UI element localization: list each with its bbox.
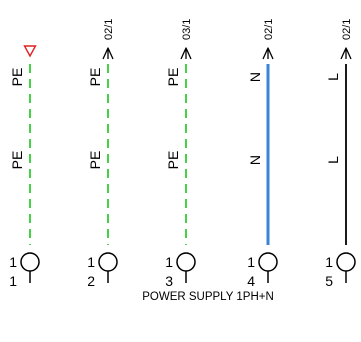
terminal-number-lower: 1 <box>9 273 17 289</box>
cross-reference-arrow-icon <box>262 47 274 60</box>
terminal-circle-icon <box>98 252 118 272</box>
connection-marker-icon <box>23 45 37 58</box>
cross-reference-label: 02/1 <box>103 19 115 40</box>
terminal-circle-icon <box>336 252 356 272</box>
terminal-circle-icon <box>258 252 278 272</box>
terminal-number-upper: 1 <box>9 254 17 270</box>
wire-label: L <box>325 73 341 81</box>
terminal-number-lower: 4 <box>247 273 255 289</box>
cross-reference-label: 02/1 <box>341 19 353 40</box>
terminal-number-lower: 2 <box>87 273 95 289</box>
terminal-number-upper: 1 <box>87 254 95 270</box>
wire-label: L <box>325 156 341 164</box>
diagram-caption: POWER SUPPLY 1PH+N <box>142 291 274 303</box>
terminal-circle-icon <box>176 252 196 272</box>
wire-label: PE <box>165 68 181 87</box>
terminal-number-upper: 1 <box>165 254 173 270</box>
cross-reference-arrow-icon <box>340 47 352 60</box>
cross-reference-label: 02/1 <box>263 19 275 40</box>
cross-reference-arrow-icon <box>102 47 114 60</box>
terminal-circle-icon <box>20 252 40 272</box>
cross-reference-label: 03/1 <box>181 19 193 40</box>
wire-label: PE <box>87 151 103 170</box>
terminal-number-upper: 1 <box>247 254 255 270</box>
terminal-number-lower: 5 <box>325 273 333 289</box>
wire-label: PE <box>9 68 25 87</box>
terminal-number-lower: 3 <box>165 273 173 289</box>
wire-label: N <box>247 72 263 82</box>
wire-label: PE <box>9 151 25 170</box>
terminal-number-upper: 1 <box>325 254 333 270</box>
wire-label: PE <box>87 68 103 87</box>
wire-label: N <box>247 155 263 165</box>
cross-reference-arrow-icon <box>180 47 192 60</box>
wire-label: PE <box>165 151 181 170</box>
wires-layer: PE PE 1 1 02/1 PE PE 1 2 03/1 PE PE 1 3 02/1 N N 1 4 02/1 L L… <box>9 19 356 289</box>
